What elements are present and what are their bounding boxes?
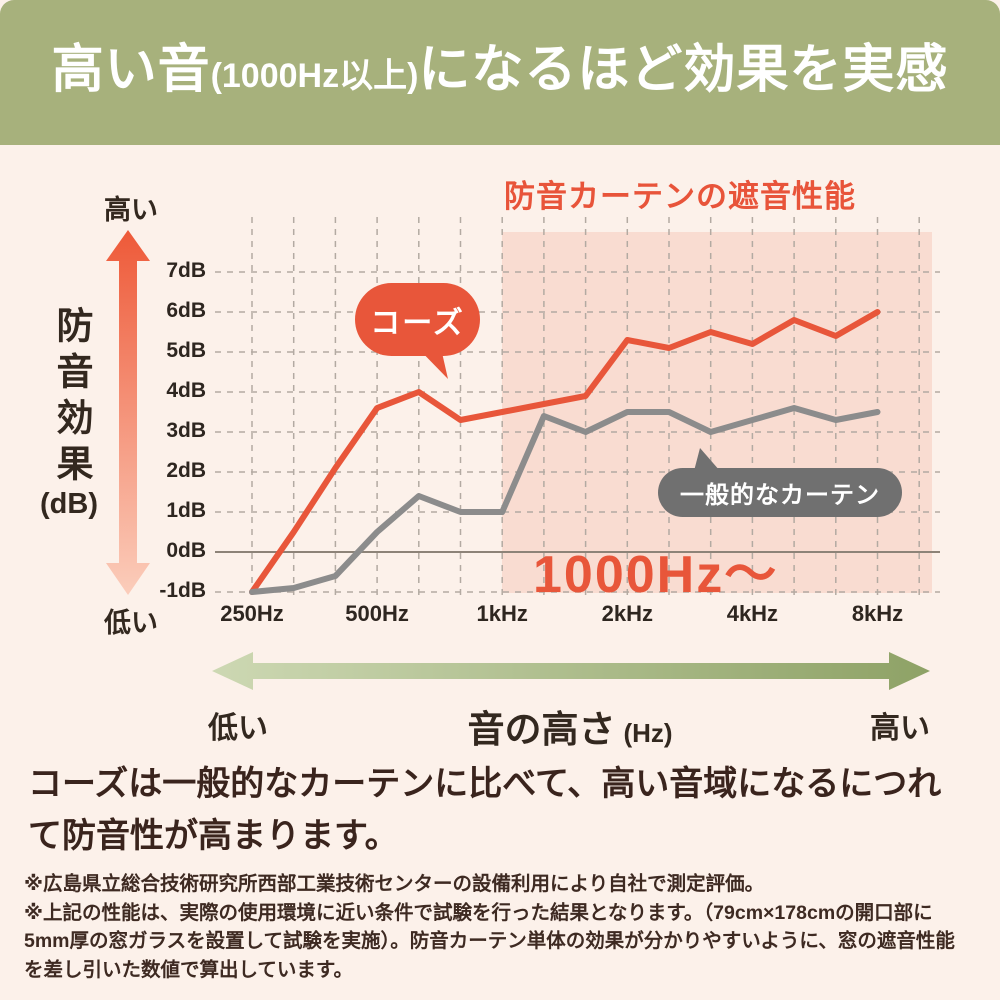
x-axis-leftright-arrow-icon bbox=[212, 652, 930, 690]
y-tick-label: 3dB bbox=[166, 419, 206, 442]
general-curtain-callout: 一般的なカーテン bbox=[658, 468, 902, 517]
footnote-line: 5mm厚の窓ガラスを設置して試験を実施）。防音カーテン単体の効果が分かりやすいよ… bbox=[24, 930, 955, 952]
banner-text-sub: (1000Hz以上) bbox=[210, 57, 419, 95]
y-axis-high-label: 高い bbox=[104, 195, 158, 225]
y-axis-low-label: 低い bbox=[104, 608, 158, 638]
header-banner: 高い音(1000Hz以上)になるほど効果を実感 bbox=[0, 0, 1000, 145]
footnotes: ※広島県立総合技術研究所西部工業技術センターの設備利用により自社で測定評価。 ※… bbox=[24, 870, 955, 984]
chart-title: 防音カーテンの遮音性能 bbox=[504, 179, 856, 214]
x-axis-title: 音の高さ (Hz) bbox=[420, 699, 720, 753]
footnote-line: ※広島県立総合技術研究所西部工業技術センターの設備利用により自社で測定評価。 bbox=[24, 873, 765, 895]
y-tick-label: -1dB bbox=[159, 579, 206, 602]
y-tick-label: 2dB bbox=[166, 459, 206, 482]
y-axis-updown-arrow-icon bbox=[106, 230, 150, 595]
series-line-kozu bbox=[249, 309, 881, 595]
x-tick-label: 8kHz bbox=[851, 601, 904, 626]
footnote-line: ※上記の性能は、実際の使用環境に近い条件で試験を行った結果となります。（79cm… bbox=[24, 901, 933, 924]
general-callout-tail bbox=[694, 448, 720, 471]
x-axis-high-label: 高い bbox=[870, 712, 930, 745]
x-tick-label: 1kHz bbox=[476, 601, 528, 626]
x-axis-low-label: 低い bbox=[208, 712, 268, 745]
y-tick-label: 0dB bbox=[166, 539, 206, 562]
body-text-line1: コーズは一般的なカーテンに比べて、高い音域になるにつれ bbox=[28, 765, 942, 803]
x-tick-label: 500Hz bbox=[345, 601, 409, 626]
banner-text-main: 高い音 bbox=[51, 41, 211, 99]
y-axis-title: 防音効果 bbox=[51, 306, 92, 490]
x-tick-label: 4kHz bbox=[726, 601, 779, 626]
x-tick-label: 2kHz bbox=[601, 601, 653, 626]
series-line-general bbox=[249, 405, 881, 595]
kozu-series-callout: コーズ bbox=[355, 283, 480, 356]
y-axis-unit: (dB) bbox=[40, 488, 98, 520]
kozu-series-label: コーズ bbox=[370, 306, 465, 340]
x-axis-title-text: 音の高さ bbox=[467, 709, 616, 750]
banner-text-main2: になるほど効果を実感 bbox=[418, 41, 949, 99]
y-tick-label: 7dB bbox=[166, 259, 206, 282]
y-tick-label: 4dB bbox=[166, 379, 206, 402]
x-tick-label: 250Hz bbox=[220, 601, 284, 626]
y-tick-label: 5dB bbox=[166, 339, 206, 362]
highlight-region-label: 1000Hz〜 bbox=[533, 546, 779, 604]
body-text-line2: て防音性が高まります。 bbox=[28, 817, 399, 855]
general-curtain-label: 一般的なカーテン bbox=[680, 482, 880, 509]
footnote-line: を差し引いた数値で算出しています。 bbox=[24, 958, 353, 981]
y-tick-label: 1dB bbox=[166, 499, 206, 522]
y-tick-label: 6dB bbox=[166, 299, 206, 322]
body-text: コーズは一般的なカーテンに比べて、高い音域になるにつれ て防音性が高まります。 bbox=[28, 758, 941, 862]
x-axis-title-unit: (Hz) bbox=[623, 718, 673, 748]
